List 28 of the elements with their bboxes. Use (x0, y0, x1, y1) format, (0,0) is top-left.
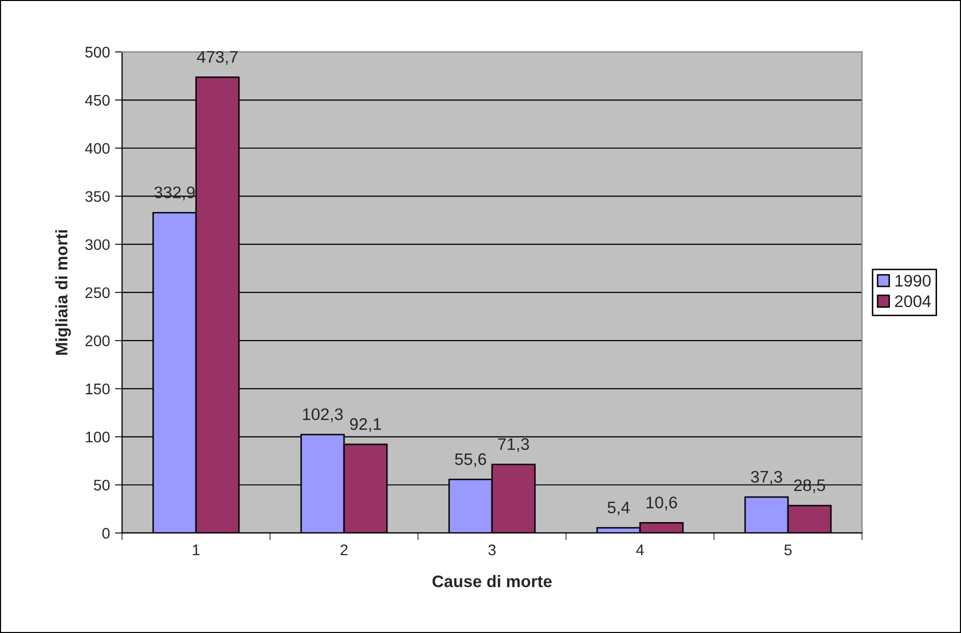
x-tick-label: 2 (340, 544, 348, 556)
x-axis-title: Cause di morte (432, 575, 552, 588)
data-label: 55,6 (455, 453, 486, 468)
data-label: 5,4 (608, 502, 630, 516)
data-label: 71,3 (498, 438, 529, 452)
y-tick-label: 300 (85, 239, 110, 250)
y-axis-title: Migliaia di morti (55, 230, 71, 355)
x-tick-label: 3 (488, 544, 496, 556)
y-tick-label: 50 (94, 480, 110, 491)
y-tick-label: 150 (86, 384, 110, 394)
y-tick-label: 250 (86, 287, 110, 298)
data-label: 37,3 (750, 470, 782, 485)
y-tick-label: 350 (85, 191, 110, 202)
y-tick-label: 100 (86, 432, 110, 442)
legend-label: 1990 (896, 274, 931, 287)
x-tick-label: 1 (192, 544, 200, 556)
x-tick-label: 4 (636, 544, 644, 556)
data-label: 92,1 (350, 418, 381, 432)
y-tick-label: 500 (85, 46, 110, 58)
data-label: 102,3 (303, 408, 343, 422)
x-tick-label: 5 (784, 544, 792, 556)
y-tick-label: 200 (86, 335, 110, 346)
y-tick-label: 450 (85, 94, 110, 106)
data-label: 473,7 (197, 51, 238, 65)
data-label: 10,6 (646, 496, 677, 510)
y-tick-label: 0 (102, 528, 110, 539)
y-tick-label: 400 (85, 142, 110, 154)
legend-label: 2004 (895, 295, 931, 308)
